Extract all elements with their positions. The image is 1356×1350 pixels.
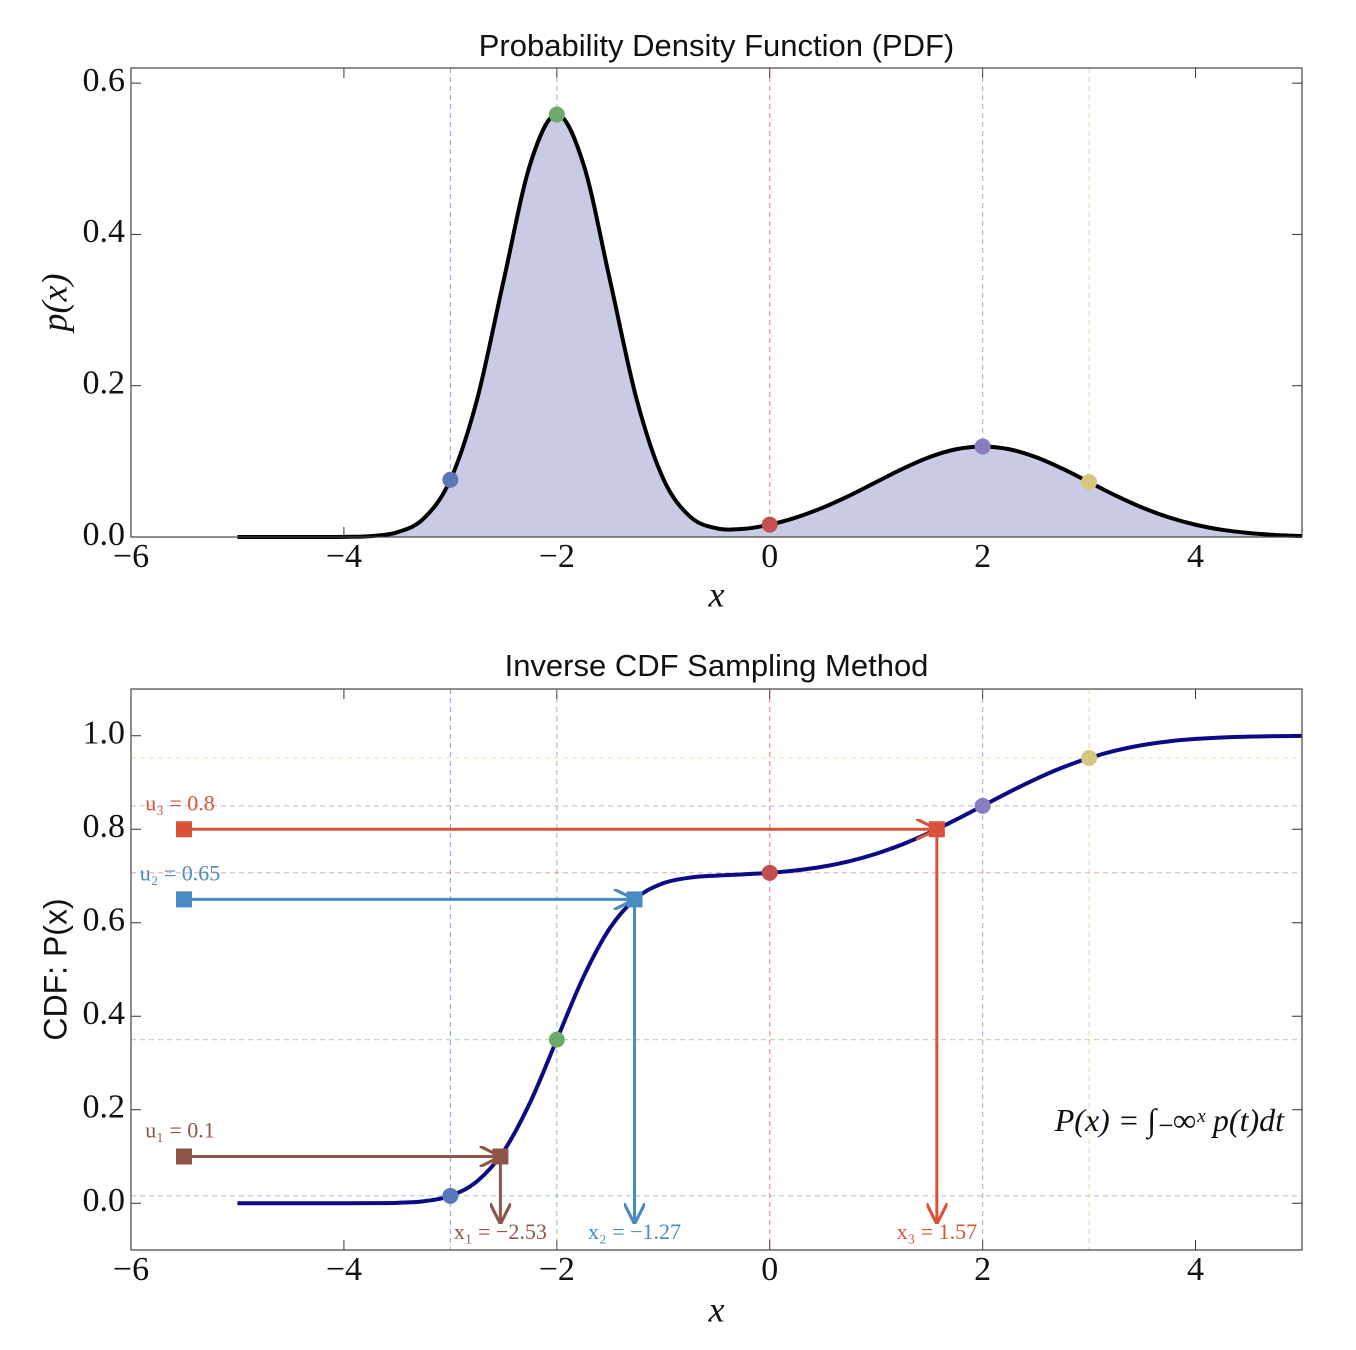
point: [442, 1187, 459, 1204]
x-axis-label: x: [708, 574, 725, 614]
y-axis-label: p(x): [34, 274, 74, 335]
y-tick-label: 1.0: [83, 715, 126, 752]
x-tick-label: −2: [539, 1251, 575, 1288]
x-tick-label: −6: [113, 538, 149, 575]
point: [974, 797, 991, 814]
sample-x-label: x₁ = −2.53: [454, 1219, 547, 1244]
plot-frame: [130, 67, 1303, 538]
y-tick-label: 0.4: [83, 995, 126, 1032]
x-tick-label: 0: [761, 1251, 778, 1288]
y-tick-label: 0.6: [83, 902, 126, 939]
point: [761, 516, 778, 533]
sample-start: [176, 891, 192, 908]
y-tick-label: 0.0: [83, 1182, 126, 1219]
area: [237, 114, 1302, 538]
y-tick-label: 0.4: [83, 213, 126, 250]
formula: P(x) = ∫₋∞ˣ p(t)dt: [1054, 1102, 1285, 1140]
curve: [237, 112, 1303, 540]
y-tick-label: 0.2: [83, 1089, 126, 1126]
sample-start: [176, 1148, 192, 1165]
y-tick-label: 0.2: [83, 365, 126, 402]
chart-title: Inverse CDF Sampling Method: [505, 648, 929, 683]
x-tick-label: −2: [539, 538, 575, 575]
x-tick-label: 4: [1187, 1251, 1204, 1288]
x-tick-label: 2: [974, 538, 991, 575]
sample-x-label: x₃ = 1.57: [897, 1219, 978, 1244]
sample-u-label: u₁ = 0.1: [145, 1118, 215, 1143]
point: [974, 438, 991, 455]
x-axis-label: x: [708, 1289, 725, 1329]
plot-frame: [130, 688, 1303, 1251]
y-tick-label: 0.6: [83, 62, 126, 99]
sample-point: [928, 821, 945, 838]
point: [548, 1031, 565, 1048]
x-tick-label: −4: [326, 538, 362, 575]
sample-u-label: u₂ = 0.65: [140, 860, 221, 885]
point: [442, 471, 459, 488]
point: [761, 864, 778, 881]
sample-x-label: x₂ = −1.27: [588, 1219, 681, 1244]
x-tick-label: 4: [1187, 538, 1204, 575]
y-tick-label: 0.0: [83, 516, 126, 553]
sample-u-label: u₃ = 0.8: [145, 790, 215, 815]
y-axis-label: CDF: P(x): [37, 898, 73, 1040]
y-tick-label: 0.8: [83, 808, 126, 845]
point: [548, 106, 565, 123]
point: [1081, 750, 1098, 767]
x-tick-label: −6: [113, 1251, 149, 1288]
chart-title: Probability Density Function (PDF): [479, 28, 955, 63]
panel: Probability Density Function (PDF) x p(x) −…: [34, 28, 1303, 614]
sample-point: [492, 1148, 509, 1165]
sample-start: [176, 821, 192, 838]
x-tick-label: 0: [761, 538, 778, 575]
point: [1081, 474, 1098, 491]
sample-point: [626, 891, 643, 908]
x-tick-label: −4: [326, 1251, 362, 1288]
panel: Inverse CDF Sampling Method x CDF: P(x) −6 −…: [37, 648, 1303, 1329]
x-tick-label: 2: [974, 1251, 991, 1288]
